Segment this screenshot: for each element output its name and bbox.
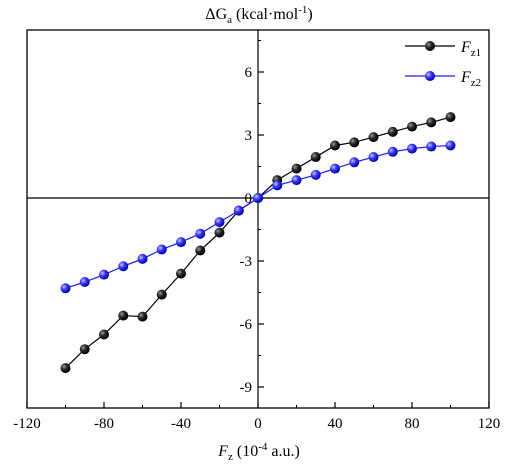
axis-ticks xyxy=(26,40,490,408)
series-1-point xyxy=(426,117,437,128)
series-2-point xyxy=(407,143,417,154)
y-tick-label: -9 xyxy=(240,380,253,396)
legend-label-fz2: Fz2 xyxy=(460,69,481,89)
series-2-point xyxy=(445,140,456,151)
y-axis-label: ΔGa (kcal·mol-1) xyxy=(205,4,312,26)
series-1-point xyxy=(176,268,186,279)
series-2-point xyxy=(99,269,109,280)
y-tick-label: 0 xyxy=(245,191,253,207)
series-1-point xyxy=(118,310,129,321)
y-tick-label: 3 xyxy=(245,128,253,144)
x-axis-label: Fz (10-4 a.u.) xyxy=(217,441,300,463)
series-2-point xyxy=(387,146,398,157)
series-2-point xyxy=(253,193,263,203)
series-1-point xyxy=(214,227,225,238)
series-2-point xyxy=(118,261,129,272)
legend-marker-fz2 xyxy=(425,71,435,81)
series-1-point xyxy=(387,126,398,137)
x-tick-label: 40 xyxy=(328,416,343,432)
series-2-point xyxy=(368,152,379,163)
series-1-point xyxy=(310,152,321,163)
series-1-point xyxy=(79,344,90,355)
series-1-point xyxy=(349,137,360,148)
tick-labels: -120 -80 -40 0 40 80 120 -9 -6 -3 0 3 6 xyxy=(13,65,500,432)
series-2-point xyxy=(60,283,71,294)
legend-item-fz1: Fz1 xyxy=(405,39,481,59)
y-tick-label: -6 xyxy=(240,317,253,333)
x-tick-label: -120 xyxy=(13,416,41,432)
series-2-point xyxy=(233,205,244,216)
series-2-point xyxy=(195,228,206,239)
series-1-point xyxy=(60,363,71,374)
series-1-point xyxy=(195,245,206,256)
series-1-point xyxy=(407,121,417,132)
series-1-point xyxy=(330,140,340,151)
series-2-point xyxy=(426,141,437,152)
x-tick-label: -80 xyxy=(94,416,114,432)
legend-item-fz2: Fz2 xyxy=(405,69,481,89)
series-1-point xyxy=(137,311,148,322)
legend-label-fz1: Fz1 xyxy=(460,39,481,59)
series-layer xyxy=(60,112,456,374)
series-1-point xyxy=(445,112,456,123)
legend-marker-fz1 xyxy=(425,41,435,51)
y-tick-label: -3 xyxy=(240,254,253,270)
series-2-point xyxy=(156,244,167,255)
x-tick-label: 0 xyxy=(254,416,262,432)
series-2-point xyxy=(310,169,321,180)
series-2-point xyxy=(214,217,225,228)
series-2-point xyxy=(176,237,186,248)
x-tick-label: 80 xyxy=(405,416,420,432)
series-2-point xyxy=(291,175,302,186)
series-1-point xyxy=(156,289,167,300)
series-2-point xyxy=(272,180,283,191)
x-tick-label: 120 xyxy=(478,416,501,432)
series-2-point xyxy=(79,277,90,287)
series-2-point xyxy=(137,253,148,264)
legend: Fz1 Fz2 xyxy=(405,39,481,89)
series-1-point xyxy=(291,163,302,174)
x-tick-label: -40 xyxy=(171,416,191,432)
series-1-point xyxy=(99,329,109,340)
series-2-point xyxy=(330,163,340,174)
y-tick-label: 6 xyxy=(245,65,253,81)
series-1-point xyxy=(368,132,379,143)
series-2-point xyxy=(349,157,360,168)
